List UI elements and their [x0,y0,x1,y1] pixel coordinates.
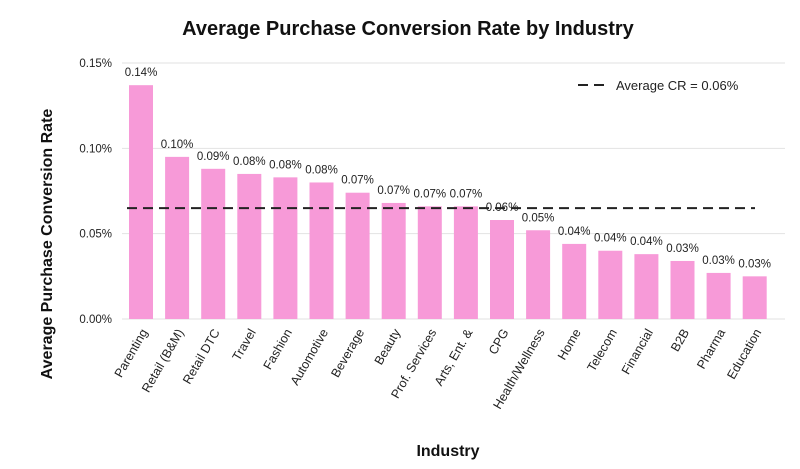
data-label: 0.07% [413,188,446,200]
data-label: 0.07% [377,185,410,197]
data-label: 0.03% [702,255,735,267]
bar-12 [562,243,587,319]
bar-17 [742,276,767,319]
bar-14 [634,254,659,319]
data-label: 0.05% [522,212,555,224]
data-label: 0.03% [666,243,699,255]
y-tick-label: 0.15% [79,58,112,70]
category-label: Home [555,326,584,362]
y-tick-label: 0.00% [79,314,112,326]
bar-4 [273,177,298,319]
category-label: Fashion [261,326,295,372]
data-label: 0.07% [450,188,483,200]
bar-2 [201,168,226,319]
category-label: B2B [668,327,692,354]
data-label: 0.03% [738,258,771,270]
category-label: Telecom [585,327,620,374]
category-label: Financial [619,327,656,377]
data-label: 0.07% [341,175,374,187]
bars [129,85,767,319]
bar-15 [670,260,695,319]
data-labels: 0.14%0.10%0.09% 0.08% 0.08% 0.08%0.07%0.07%… [125,67,771,270]
bar-0 [129,85,153,319]
data-label: 0.08% [233,156,266,168]
bar-9 [453,206,478,319]
y-tick-label: 0.05% [79,229,112,241]
x-axis-title: Industry [416,443,479,460]
category-label: Parenting [112,326,151,379]
category-label: Beverage [328,326,367,379]
category-label: Education [724,326,764,381]
legend: Average CR = 0.06% [578,78,739,93]
data-label: 0.08% [305,164,338,176]
data-label: 0.14% [125,67,158,79]
bar-13 [598,250,623,319]
bar-1 [165,156,190,319]
bar-11 [526,230,551,319]
category-label: Beauty [372,326,404,367]
y-axis-title: Average Purchase Conversion Rate [39,109,56,380]
data-label: 0.04% [594,233,627,245]
category-label: Travel [230,327,259,364]
data-label: 0.09% [197,151,230,163]
data-label: 0.04% [630,236,663,248]
bar-5 [309,182,334,319]
category-label: Automotive [288,326,331,387]
bar-3 [237,173,262,319]
chart-title: Average Purchase Conversion Rate by Indu… [182,18,635,40]
bar-8 [417,206,442,319]
y-tick-label: 0.10% [79,143,112,155]
y-axis-ticks: 0.00% 0.05% 0.10% 0.15% [79,58,112,326]
category-label: Arts, Ent. & [432,326,476,388]
bar-6 [345,192,370,319]
legend-label: Average CR = 0.06% [616,78,739,93]
category-label: Retail DTC [180,327,223,387]
category-label: CPG [486,327,512,357]
category-label: Pharma [694,326,728,371]
data-label: 0.08% [269,159,302,171]
data-label: 0.04% [558,226,591,238]
data-label: 0.10% [161,139,194,151]
bar-10 [490,220,514,319]
bar-16 [706,272,731,319]
bar-7 [381,202,406,319]
